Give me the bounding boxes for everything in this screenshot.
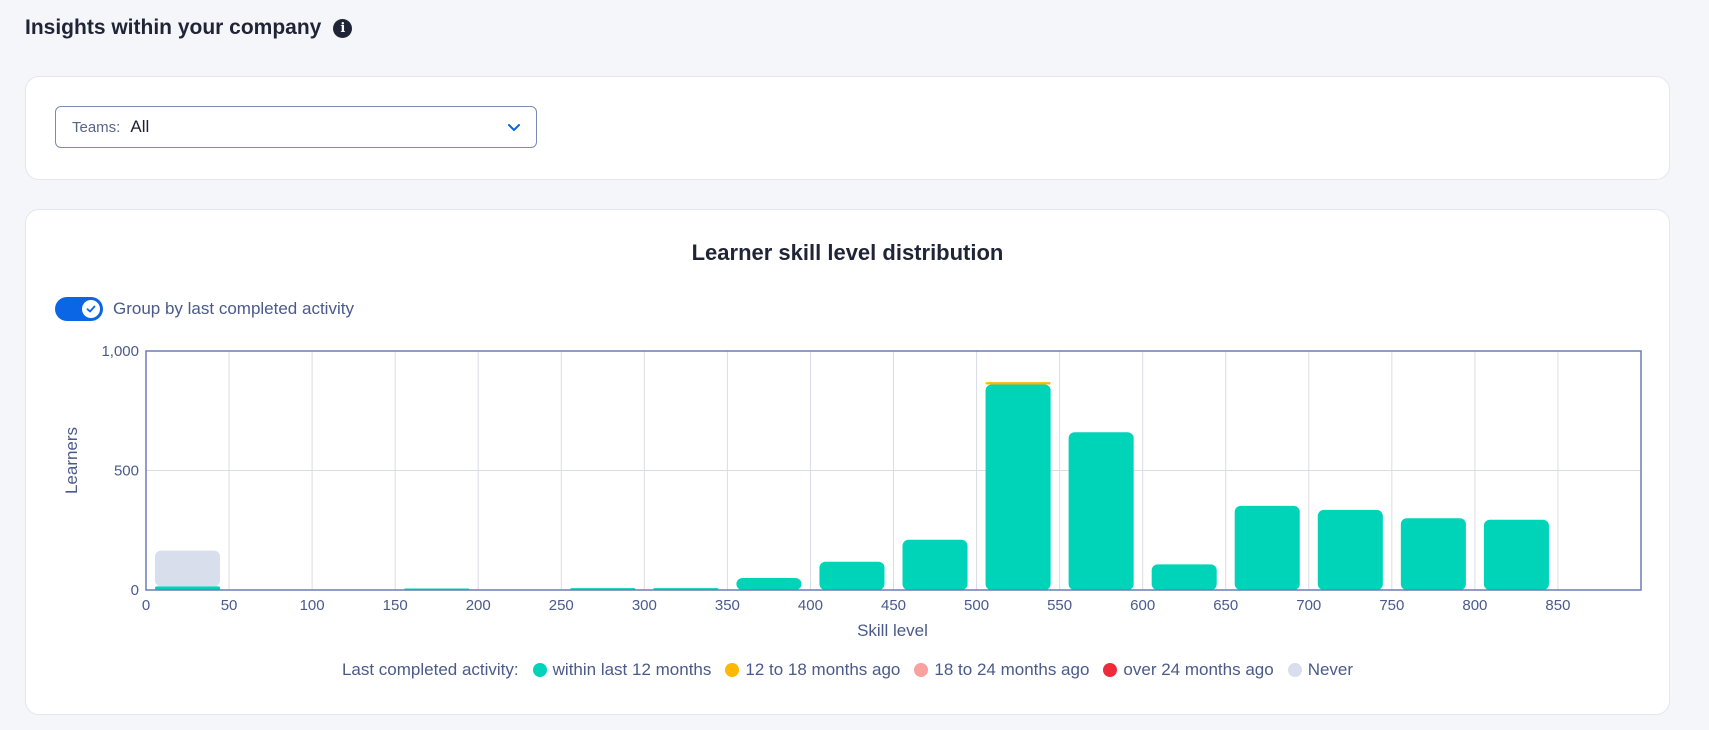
skill-distribution-chart: 0 50 100 150 200 250 300 350 400 450 500 550 600 650 7… bbox=[62, 343, 1642, 640]
x-tick-label: 650 bbox=[1213, 597, 1238, 614]
legend-dot bbox=[1103, 663, 1118, 677]
page-title-text: Insights within your company bbox=[25, 16, 322, 39]
legend-dot bbox=[725, 663, 740, 677]
check-icon bbox=[86, 305, 96, 313]
x-tick-label: 200 bbox=[466, 597, 491, 614]
bar-segment bbox=[736, 578, 802, 590]
group-by-activity-toggle[interactable] bbox=[55, 297, 103, 321]
bar-segment bbox=[1234, 505, 1300, 590]
x-tick-label: 400 bbox=[798, 597, 823, 614]
legend-item-18-24-months[interactable]: 18 to 24 months ago bbox=[914, 660, 1089, 680]
filter-card: Teams: All bbox=[25, 76, 1670, 180]
bar-segment bbox=[155, 550, 221, 587]
bar-segment bbox=[985, 384, 1051, 590]
teams-select-value: All bbox=[130, 117, 150, 136]
bar-segment bbox=[985, 382, 1051, 385]
x-tick-label: 750 bbox=[1379, 597, 1404, 614]
x-tick-label: 150 bbox=[383, 597, 408, 614]
legend-item-12-18-months[interactable]: 12 to 18 months ago bbox=[725, 660, 900, 680]
chart-title: Learner skill level distribution bbox=[691, 240, 1004, 265]
bar-segment bbox=[1483, 519, 1549, 590]
x-tick-label: 250 bbox=[549, 597, 574, 614]
y-axis-title: Learners bbox=[62, 427, 81, 494]
x-tick-label: 800 bbox=[1462, 597, 1487, 614]
bar-segment bbox=[1151, 564, 1217, 590]
x-tick-label: 600 bbox=[1130, 597, 1155, 614]
bar-segment bbox=[1068, 432, 1134, 590]
legend-item-never[interactable]: Never bbox=[1287, 660, 1354, 680]
x-tick-label: 550 bbox=[1047, 597, 1072, 614]
x-tick-label: 500 bbox=[964, 597, 989, 614]
group-toggle-row: Group by last completed activity bbox=[55, 297, 354, 321]
bar-segment bbox=[819, 561, 885, 590]
plot-frame bbox=[145, 350, 1642, 591]
info-icon[interactable]: i bbox=[333, 18, 353, 38]
x-tick-label: 100 bbox=[300, 597, 325, 614]
x-tick-label: 0 bbox=[142, 597, 150, 614]
chart-card: Learner skill level distribution Group b… bbox=[25, 209, 1670, 715]
legend-label: over 24 months ago bbox=[1123, 660, 1274, 679]
bar-segment bbox=[1400, 518, 1466, 590]
teams-select-label: Teams: bbox=[72, 118, 121, 136]
legend-dot bbox=[532, 663, 547, 677]
page-title: Insights within your company i bbox=[25, 16, 353, 40]
chevron-down-icon bbox=[508, 124, 520, 131]
x-tick-label: 700 bbox=[1296, 597, 1321, 614]
legend-item-over-24-months[interactable]: over 24 months ago bbox=[1103, 660, 1274, 680]
y-tick-label: 0 bbox=[131, 582, 139, 599]
x-tick-label: 50 bbox=[221, 597, 238, 614]
x-tick-label: 450 bbox=[881, 597, 906, 614]
legend-label: within last 12 months bbox=[552, 660, 712, 679]
legend-label: Never bbox=[1307, 660, 1354, 679]
teams-select[interactable]: Teams: All bbox=[55, 106, 537, 148]
group-toggle-label: Group by last completed activity bbox=[113, 299, 354, 318]
bar-segment bbox=[1317, 509, 1383, 590]
legend-label: 18 to 24 months ago bbox=[934, 660, 1090, 679]
x-tick-label: 850 bbox=[1545, 597, 1570, 614]
x-tick-label: 350 bbox=[715, 597, 740, 614]
legend-label: 12 to 18 months ago bbox=[745, 660, 901, 679]
legend-item-12-months[interactable]: within last 12 months bbox=[532, 660, 712, 680]
bar-segment bbox=[902, 539, 968, 590]
legend-title: Last completed activity: bbox=[341, 660, 519, 679]
x-axis-title: Skill level bbox=[857, 621, 928, 640]
bar-segment bbox=[155, 586, 221, 590]
chart-legend: Last completed activity: within last 12 … bbox=[26, 660, 1669, 680]
y-tick-label: 1,000 bbox=[101, 343, 139, 360]
legend-dot bbox=[914, 663, 929, 677]
toggle-knob bbox=[82, 300, 100, 318]
y-tick-label: 500 bbox=[114, 463, 139, 480]
x-tick-label: 300 bbox=[632, 597, 657, 614]
legend-dot bbox=[1287, 663, 1302, 677]
